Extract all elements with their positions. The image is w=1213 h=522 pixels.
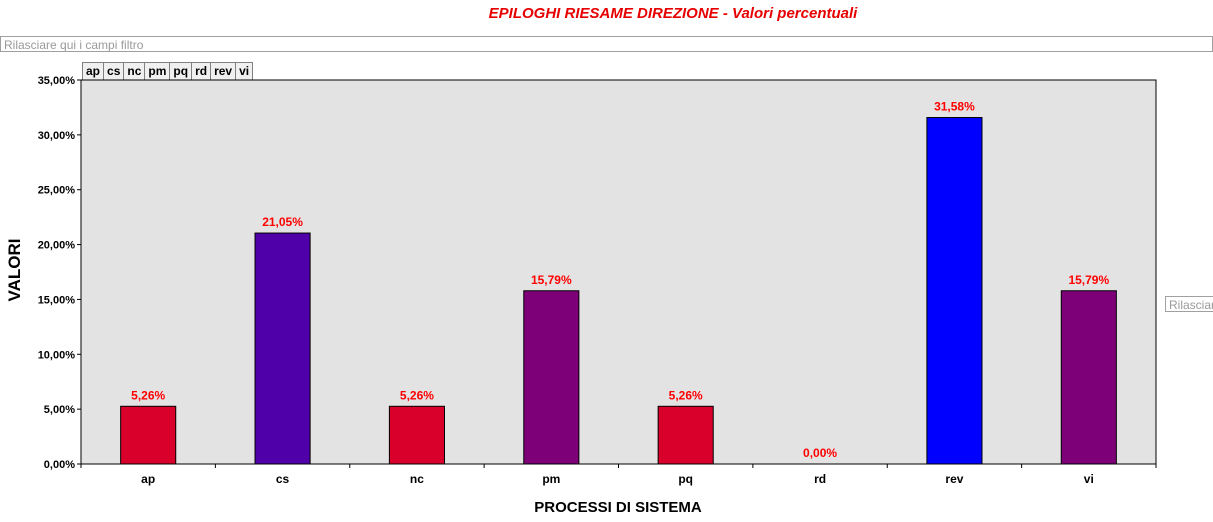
- data-labels-group: 5,26% 21,05% 5,26% 15,79% 5,26% 0,00% 31,58% 15…: [131, 100, 1109, 460]
- y-tick-label: 5,00%: [44, 404, 75, 416]
- data-label-pq: 5,26%: [669, 388, 703, 402]
- bar-nc[interactable]: [388, 405, 445, 465]
- data-label-vi: 15,79%: [1068, 273, 1109, 287]
- data-label-cs: 21,05%: [262, 215, 303, 229]
- side-drop-zone[interactable]: Rilasciare: [1165, 296, 1213, 312]
- y-axis: 0,00% 5,00% 10,00% 15,00% 20,00% 25,00% 30,00%…: [38, 75, 81, 471]
- y-tick-label: 0,00%: [44, 459, 75, 471]
- plot-area: [80, 79, 1157, 465]
- bar-rev[interactable]: [926, 117, 983, 465]
- y-tick-label: 20,00%: [38, 240, 76, 252]
- x-tick-label: ap: [141, 472, 155, 486]
- x-tick-label: vi: [1084, 472, 1094, 486]
- legend-tab-pm[interactable]: pm: [145, 63, 171, 80]
- legend-tab-nc[interactable]: nc: [124, 63, 146, 80]
- bar-cs[interactable]: [254, 232, 311, 465]
- y-tick-label: 15,00%: [38, 294, 76, 306]
- y-axis-title: VALORI: [5, 239, 24, 302]
- y-tick-label: 10,00%: [38, 349, 76, 361]
- y-tick-label: 35,00%: [38, 75, 76, 87]
- filter-drop-zone[interactable]: Rilasciare qui i campi filtro: [0, 36, 1213, 52]
- legend-tab-ap[interactable]: ap: [83, 63, 105, 80]
- x-tick-label: pq: [678, 472, 693, 486]
- x-tick-label: rd: [814, 472, 826, 486]
- y-tick-label: 25,00%: [38, 185, 76, 197]
- legend-tab-pq[interactable]: pq: [170, 63, 193, 80]
- x-tick-label: cs: [276, 472, 290, 486]
- data-label-rev: 31,58%: [934, 100, 975, 114]
- y-tick-label: 30,00%: [38, 130, 76, 142]
- x-axis: ap cs nc pm pq rd rev vi: [80, 464, 1157, 486]
- data-label-rd: 0,00%: [803, 446, 837, 460]
- data-label-pm: 15,79%: [531, 273, 572, 287]
- bar-pm[interactable]: [523, 290, 580, 465]
- x-tick-label: nc: [410, 472, 424, 486]
- legend-tab-rd[interactable]: rd: [192, 63, 212, 80]
- x-axis-title: PROCESSI DI SISTEMA: [534, 499, 702, 516]
- legend-tab-rev[interactable]: rev: [211, 63, 237, 80]
- x-tick-label: rev: [945, 472, 963, 486]
- legend-tabs: ap cs nc pm pq rd rev vi: [82, 62, 254, 81]
- bar-ap[interactable]: [120, 405, 177, 465]
- bar-pq[interactable]: [657, 405, 714, 465]
- data-label-ap: 5,26%: [131, 388, 165, 402]
- legend-tab-cs[interactable]: cs: [104, 63, 125, 80]
- legend-tab-vi[interactable]: vi: [239, 64, 250, 78]
- x-tick-label: pm: [542, 472, 560, 486]
- bar-vi[interactable]: [1060, 290, 1117, 465]
- chart-title: EPILOGHI RIESAME DIREZIONE - Valori perc…: [488, 5, 858, 22]
- bars-group: [120, 117, 1117, 465]
- data-label-nc: 5,26%: [400, 388, 434, 402]
